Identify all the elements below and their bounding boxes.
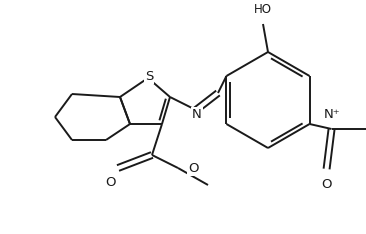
Text: O: O <box>105 176 115 189</box>
Text: O: O <box>321 178 332 191</box>
Text: HO: HO <box>254 3 272 16</box>
Text: N: N <box>192 107 202 121</box>
Text: O: O <box>188 162 198 176</box>
Text: S: S <box>145 70 153 84</box>
Text: N⁺: N⁺ <box>323 108 340 121</box>
